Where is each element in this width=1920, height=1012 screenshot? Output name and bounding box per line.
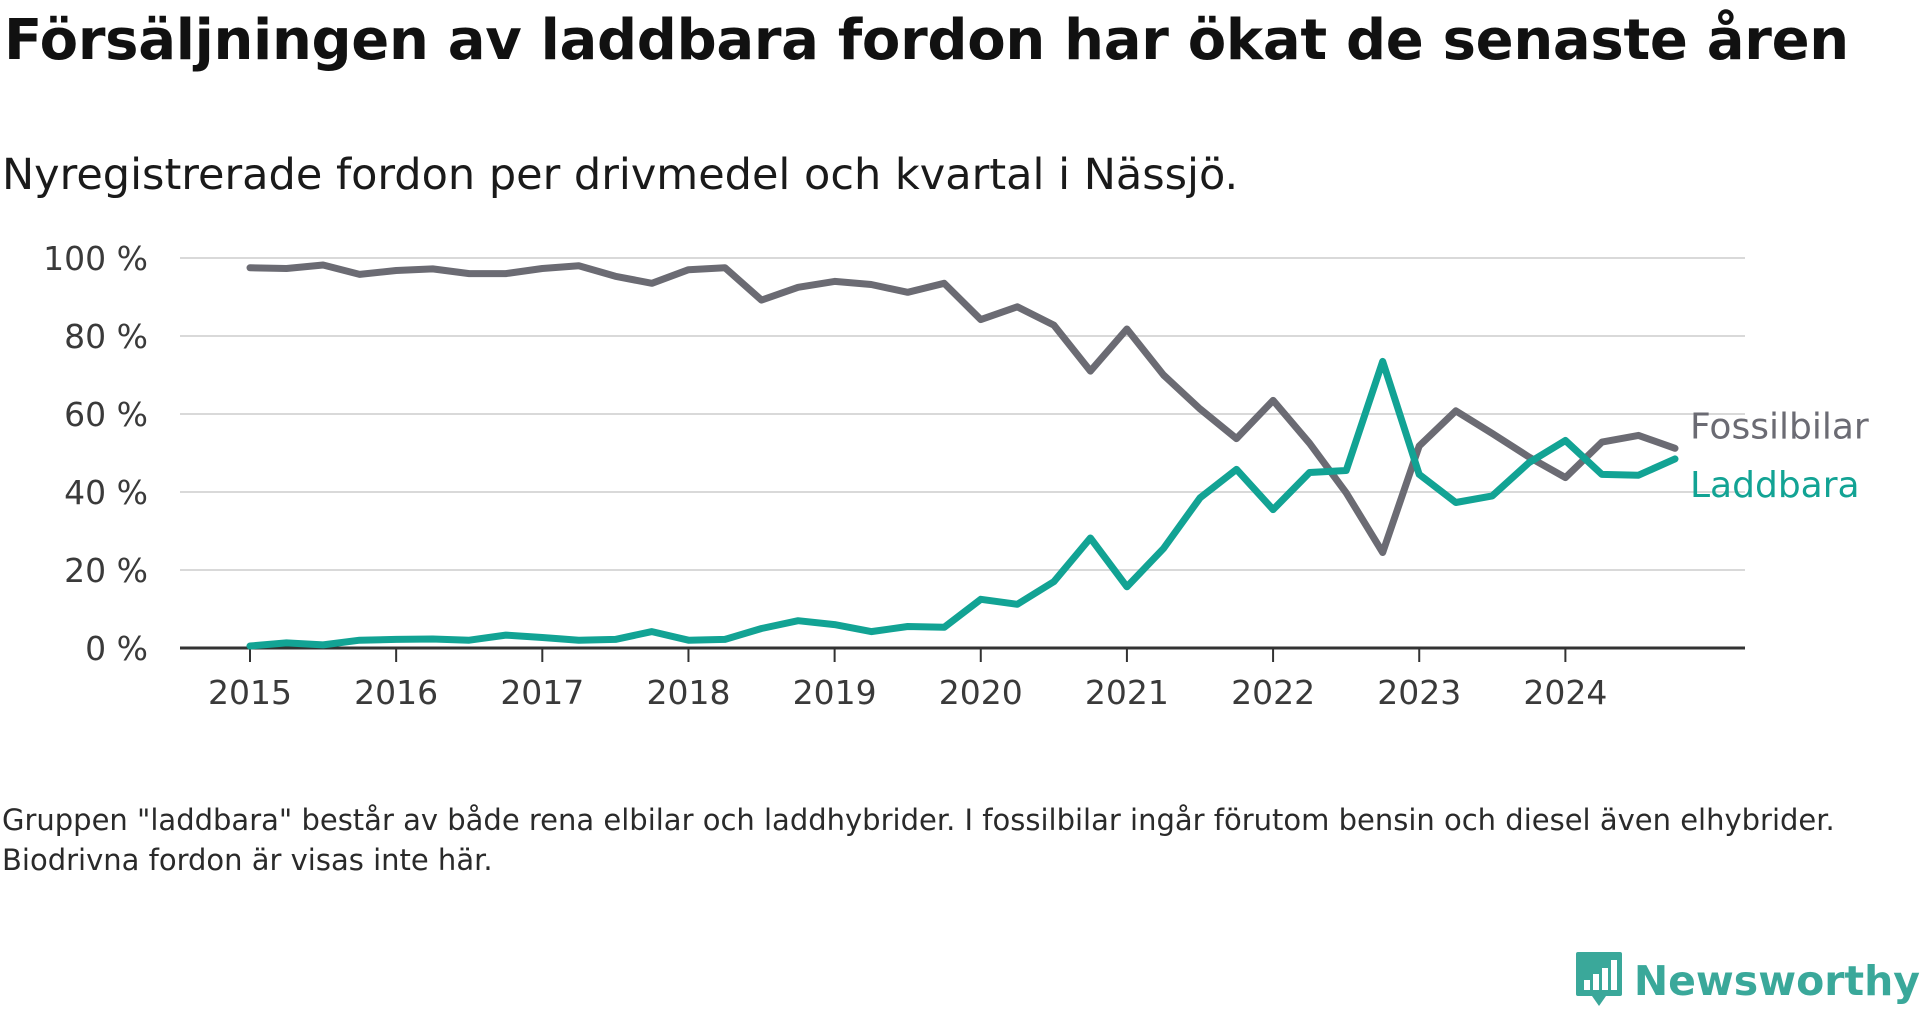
y-tick-label: 40 % [64,473,148,512]
x-tick-label: 2020 [939,673,1023,712]
brand-name: Newsworthy [1633,957,1920,1005]
x-tick-label: 2021 [1085,673,1169,712]
y-tick-label: 80 % [64,317,148,356]
footnote: Gruppen "laddbara" består av både rena e… [2,803,1835,877]
y-tick-label: 20 % [64,551,148,590]
x-axis: 2015 2016 2017 2018 2019 2020 2021 2022 2023 2024 [180,646,1745,712]
newsworthy-logo-icon [1574,950,1624,1012]
chart-subtitle: Nyregistrerade fordon per drivmedel och … [2,150,1239,200]
x-tick-label: 2018 [646,673,730,712]
y-tick-label: 100 % [43,239,148,278]
x-tick-label: 2024 [1523,673,1607,712]
x-tick-label: 2017 [500,673,584,712]
x-tick-label: 2019 [793,673,877,712]
series-line-laddbara [246,357,1679,650]
y-axis: 0 % 20 % 40 % 60 % 80 % 100 % [43,239,148,668]
y-tick-label: 0 % [85,629,148,668]
line-chart: 0 %20 %40 %60 %80 %100 % 2015 2016 2017 201… [43,239,1869,712]
x-tick-label: 2023 [1377,673,1461,712]
series-label-laddbara: Laddbara [1690,465,1860,506]
gridlines [180,257,1745,571]
x-tick-label: 2016 [354,673,438,712]
y-tick-label: 60 % [64,395,148,434]
chart-title: Försäljningen av laddbara fordon har öka… [4,8,1849,73]
series-lines [246,261,1679,650]
x-tick-label: 2022 [1231,673,1315,712]
series-line-fossilbilar [246,261,1679,556]
series-label-fossilbilar: Fossilbilar [1690,406,1869,447]
newsworthy-brand[interactable]: Newsworthy [1574,950,1920,1012]
series-labels: Fossilbilar Laddbara [1690,406,1869,506]
x-tick-label: 2015 [208,673,292,712]
